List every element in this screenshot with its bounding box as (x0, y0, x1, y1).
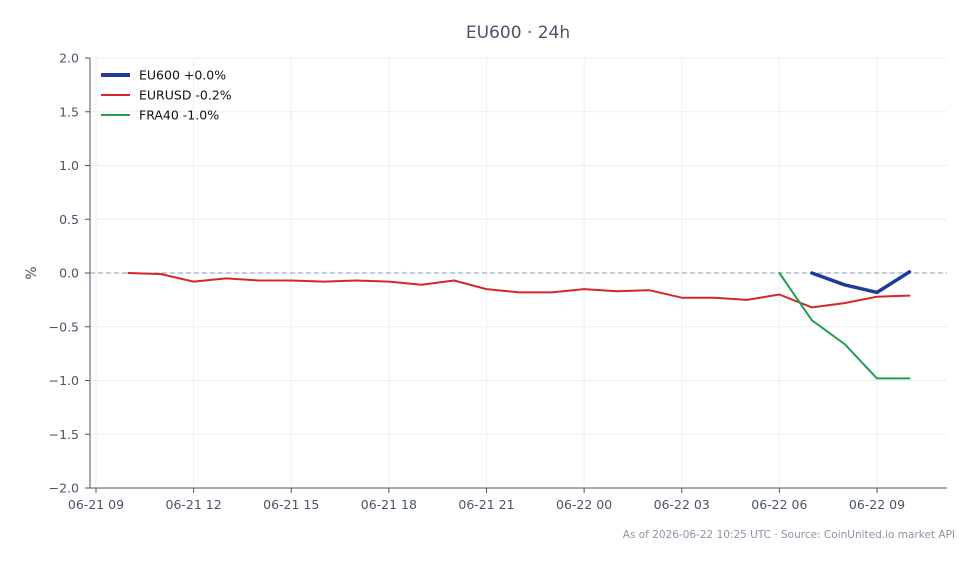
legend: EU600 +0.0% EURUSD -0.2% FRA40 -1.0% (101, 68, 232, 123)
footer-note: As of 2026-06-22 10:25 UTC · Source: Coi… (623, 529, 955, 541)
chart-title: EU600 · 24h (466, 23, 570, 43)
x-tick-label: 06-21 18 (361, 497, 417, 512)
y-ticks: 2.0 1.5 1.0 0.5 0.0 −0.5 −1.0 −1.5 −2.0 (49, 51, 90, 496)
y-tick-label: −2.0 (49, 481, 79, 496)
series-line-1 (127, 272, 911, 309)
y-tick-label: 0.5 (59, 212, 79, 227)
y-tick-label: −0.5 (49, 319, 79, 334)
x-ticks: 06-21 09 06-21 12 06-21 15 06-21 18 06-21 21… (68, 488, 905, 512)
y-tick-label: 1.5 (59, 104, 79, 119)
x-tick-label: 06-22 00 (556, 497, 612, 512)
x-tick-label: 06-22 06 (751, 497, 807, 512)
x-tick-label: 06-22 09 (849, 497, 905, 512)
series-line-2 (778, 272, 911, 380)
x-tick-label: 06-21 09 (68, 497, 124, 512)
x-tick-label: 06-21 15 (263, 497, 319, 512)
legend-entry: EURUSD -0.2% (139, 88, 232, 103)
y-tick-label: 0.0 (59, 266, 79, 281)
series-layer (127, 270, 912, 380)
x-tick-label: 06-21 21 (458, 497, 514, 512)
y-tick-label: −1.0 (49, 373, 79, 388)
y-tick-label: 1.0 (59, 158, 79, 173)
y-tick-label: −1.5 (49, 427, 79, 442)
legend-entry: FRA40 -1.0% (139, 108, 219, 123)
legend-entry: EU600 +0.0% (139, 68, 226, 83)
x-tick-label: 06-22 03 (654, 497, 710, 512)
x-tick-label: 06-21 12 (166, 497, 222, 512)
y-axis-label: % (24, 266, 40, 279)
series-line-0 (810, 270, 912, 295)
y-tick-label: 2.0 (59, 51, 79, 66)
